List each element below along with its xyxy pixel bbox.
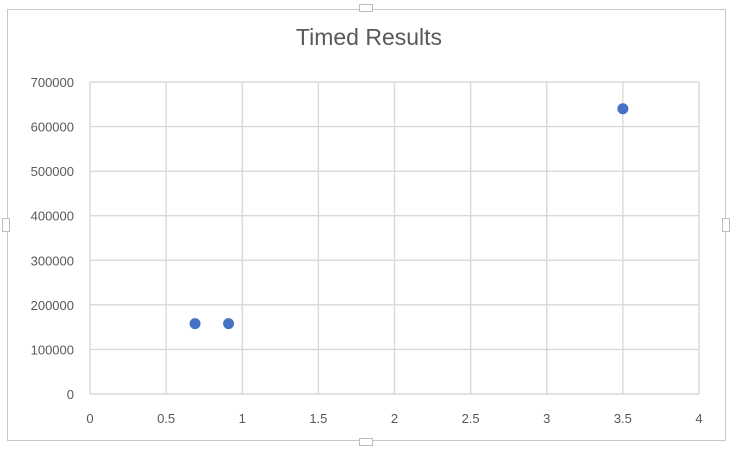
- x-tick-label: 0.5: [157, 411, 175, 426]
- x-tick-label: 2: [391, 411, 398, 426]
- resize-handle-right[interactable]: [722, 218, 730, 232]
- y-tick-label: 300000: [31, 253, 74, 268]
- x-tick-label: 0: [86, 411, 93, 426]
- y-tick-label: 100000: [31, 342, 74, 357]
- data-point: [189, 318, 201, 330]
- y-tick-label: 700000: [31, 75, 74, 90]
- x-tick-label: 1.5: [309, 411, 327, 426]
- x-tick-label: 2.5: [462, 411, 480, 426]
- chart-area[interactable]: [7, 9, 726, 441]
- y-tick-label: 500000: [31, 164, 74, 179]
- chart-title: Timed Results: [295, 24, 443, 50]
- resize-handle-bottom[interactable]: [359, 438, 373, 446]
- resize-handle-top[interactable]: [359, 4, 373, 12]
- y-tick-label: 600000: [31, 120, 74, 135]
- x-tick-label: 3.5: [614, 411, 632, 426]
- y-tick-label: 200000: [31, 298, 74, 313]
- data-point: [617, 103, 629, 115]
- y-tick-label: 0: [67, 387, 74, 402]
- x-tick-label: 1: [239, 411, 246, 426]
- x-tick-label: 4: [695, 411, 702, 426]
- data-point: [223, 318, 235, 330]
- resize-handle-left[interactable]: [2, 218, 10, 232]
- x-tick-label: 3: [543, 411, 550, 426]
- y-tick-label: 400000: [31, 209, 74, 224]
